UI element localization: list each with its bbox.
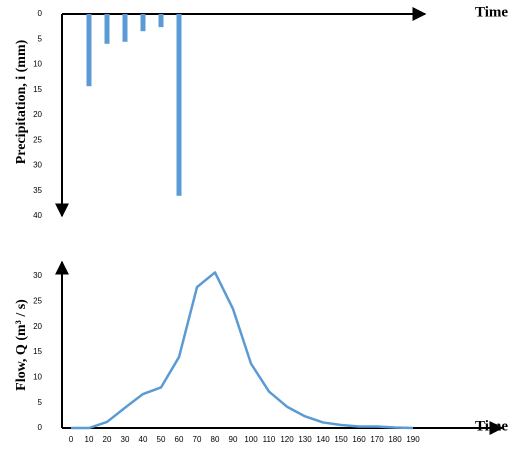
x-axis-label: Time [475, 418, 508, 434]
x-axis-label: Time [475, 4, 508, 20]
y-tick-label: 0 [38, 423, 43, 432]
x-tick-label: 150 [334, 435, 348, 444]
y-tick-label: 25 [33, 135, 42, 144]
x-tick-label: 110 [263, 435, 276, 444]
bar [104, 14, 110, 44]
y-tick-label: 25 [33, 296, 42, 305]
bar [176, 14, 182, 196]
bar [86, 14, 92, 87]
x-tick-label: 10 [85, 435, 94, 444]
x-tick-label: 180 [388, 435, 402, 444]
bar [122, 14, 128, 42]
y-axis-label: Precipitation, i (mm) [14, 39, 29, 164]
x-tick-label: 120 [280, 435, 294, 444]
y-tick-label: 30 [33, 161, 42, 170]
x-tick-label: 140 [316, 435, 330, 444]
x-tick-label: 160 [352, 435, 366, 444]
x-tick-label: 70 [193, 435, 202, 444]
y-tick-label: 15 [33, 85, 42, 94]
x-tick-label: 80 [211, 435, 220, 444]
x-tick-label: 170 [370, 435, 384, 444]
y-tick-label: 15 [33, 347, 42, 356]
x-tick-label: 130 [298, 435, 312, 444]
x-tick-label: 100 [244, 435, 258, 444]
bar [158, 14, 164, 28]
x-tick-label: 0 [69, 435, 74, 444]
y-tick-label: 20 [33, 322, 42, 331]
bar [140, 14, 146, 32]
y-tick-label: 20 [33, 110, 42, 119]
y-tick-label: 40 [33, 211, 42, 220]
y-tick-label: 35 [33, 186, 42, 195]
y-tick-label: 10 [33, 372, 42, 381]
y-tick-label: 0 [38, 9, 43, 18]
y-axis-label: Flow, Q (m³ / s) [14, 299, 29, 391]
flow-line [71, 271, 414, 430]
x-tick-label: 90 [229, 435, 238, 444]
x-tick-label: 190 [406, 435, 420, 444]
x-tick-label: 20 [103, 435, 112, 444]
x-tick-label: 50 [157, 435, 166, 444]
y-tick-label: 10 [33, 60, 42, 69]
x-tick-label: 40 [139, 435, 148, 444]
y-tick-label: 5 [38, 34, 43, 43]
y-tick-label: 30 [33, 271, 42, 280]
y-tick-label: 5 [38, 398, 43, 407]
x-tick-label: 30 [121, 435, 130, 444]
x-tick-label: 60 [175, 435, 184, 444]
